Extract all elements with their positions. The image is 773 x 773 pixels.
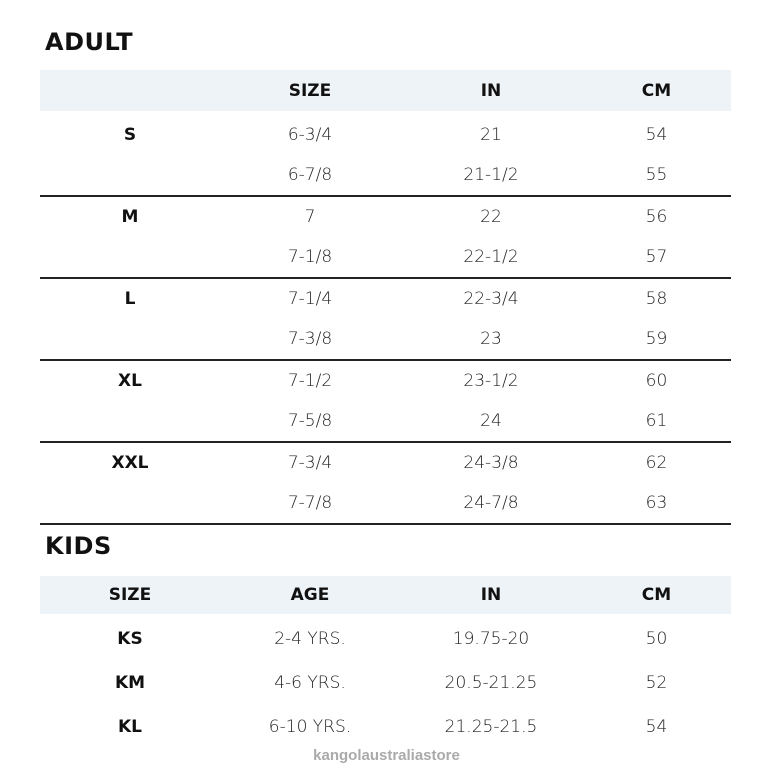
- inches-value: 22: [480, 207, 502, 227]
- inches-value: 23: [480, 329, 502, 349]
- size-label: XL: [118, 371, 142, 391]
- inches-value: 21: [480, 125, 502, 145]
- size-label: L: [124, 289, 136, 309]
- table-row: 7-5/8 24 61: [40, 401, 731, 441]
- table-row: KS 2-4 YRS. 19.75-20 50: [40, 617, 731, 661]
- table-row: S 6-3/4 21 54: [40, 115, 731, 155]
- cm-value: 50: [645, 629, 668, 649]
- cm-value: 54: [645, 125, 668, 145]
- size-label: KM: [114, 673, 146, 693]
- inches-value: 20.5-21.25: [444, 673, 538, 693]
- age-value: 4-6 YRS.: [274, 673, 346, 693]
- cm-value: 60: [645, 371, 668, 391]
- adult-title: ADULT: [45, 28, 134, 56]
- size-value: 7-3/8: [287, 329, 333, 349]
- size-group: S 6-3/4 21 54 6-7/8 21-1/2 55: [40, 115, 731, 197]
- size-value: 6-7/8: [287, 165, 333, 185]
- table-row: M 7 22 56: [40, 197, 731, 237]
- inches-value: 23-1/2: [463, 371, 519, 391]
- table-row: 6-7/8 21-1/2 55: [40, 155, 731, 195]
- table-row: 7-3/8 23 59: [40, 319, 731, 359]
- cm-value: 56: [645, 207, 668, 227]
- size-value: 7: [304, 207, 316, 227]
- inches-value: 24-3/8: [463, 453, 519, 473]
- size-group: XL 7-1/2 23-1/2 60 7-5/8 24 61: [40, 361, 731, 443]
- size-value: 6-3/4: [287, 125, 333, 145]
- cm-value: 63: [645, 493, 668, 513]
- inches-value: 24: [480, 411, 502, 431]
- header-cell: IN: [480, 80, 502, 101]
- cm-value: 61: [645, 411, 668, 431]
- table-row: KL 6-10 YRS. 21.25-21.5 54: [40, 705, 731, 749]
- size-label: XXL: [111, 453, 149, 473]
- kids-size-table: SIZE AGE IN CM KS 2-4 YRS. 19.75-20 50 KM 4-6…: [40, 576, 731, 749]
- cm-value: 58: [645, 289, 668, 309]
- inches-value: 22-3/4: [463, 289, 519, 309]
- cm-value: 62: [645, 453, 668, 473]
- age-value: 2-4 YRS.: [274, 629, 346, 649]
- size-value: 7-7/8: [287, 493, 333, 513]
- watermark: kangolaustraliastore: [313, 747, 460, 764]
- inches-value: 21.25-21.5: [444, 717, 538, 737]
- header-cell: SIZE: [288, 80, 332, 101]
- header-cell: CM: [641, 80, 672, 101]
- table-row: XL 7-1/2 23-1/2 60: [40, 361, 731, 401]
- cm-value: 59: [645, 329, 668, 349]
- size-label: KL: [117, 717, 142, 737]
- inches-value: 21-1/2: [463, 165, 519, 185]
- header-cell: CM: [641, 585, 672, 605]
- table-row: 7-1/8 22-1/2 57: [40, 237, 731, 277]
- inches-value: 19.75-20: [452, 629, 530, 649]
- size-value: 7-5/8: [287, 411, 333, 431]
- size-group: M 7 22 56 7-1/8 22-1/2 57: [40, 197, 731, 279]
- table-row: L 7-1/4 22-3/4 58: [40, 279, 731, 319]
- size-value: 7-3/4: [287, 453, 333, 473]
- size-group: XXL 7-3/4 24-3/8 62 7-7/8 24-7/8 63: [40, 443, 731, 525]
- size-label: S: [123, 125, 137, 145]
- inches-value: 22-1/2: [463, 247, 519, 267]
- adult-size-table: SIZE IN CM S 6-3/4 21 54 6-7/8 21-1/2 55 M 7 22 56…: [40, 70, 731, 525]
- size-value: 7-1/4: [287, 289, 333, 309]
- size-value: 7-1/2: [287, 371, 333, 391]
- cm-value: 54: [645, 717, 668, 737]
- kids-title: KIDS: [45, 532, 112, 560]
- header-cell: IN: [480, 585, 502, 605]
- size-value: 7-1/8: [287, 247, 333, 267]
- header-cell: AGE: [290, 585, 330, 605]
- age-value: 6-10 YRS.: [268, 717, 352, 737]
- table-row: XXL 7-3/4 24-3/8 62: [40, 443, 731, 483]
- size-label: KS: [117, 629, 143, 649]
- cm-value: 52: [645, 673, 668, 693]
- cm-value: 55: [645, 165, 668, 185]
- table-row: KM 4-6 YRS. 20.5-21.25 52: [40, 661, 731, 705]
- size-label: M: [121, 207, 139, 227]
- header-cell: SIZE: [108, 585, 152, 605]
- size-group: L 7-1/4 22-3/4 58 7-3/8 23 59: [40, 279, 731, 361]
- table-row: 7-7/8 24-7/8 63: [40, 483, 731, 523]
- cm-value: 57: [645, 247, 668, 267]
- adult-header-row: SIZE IN CM: [40, 70, 731, 111]
- kids-header-row: SIZE AGE IN CM: [40, 576, 731, 614]
- inches-value: 24-7/8: [463, 493, 519, 513]
